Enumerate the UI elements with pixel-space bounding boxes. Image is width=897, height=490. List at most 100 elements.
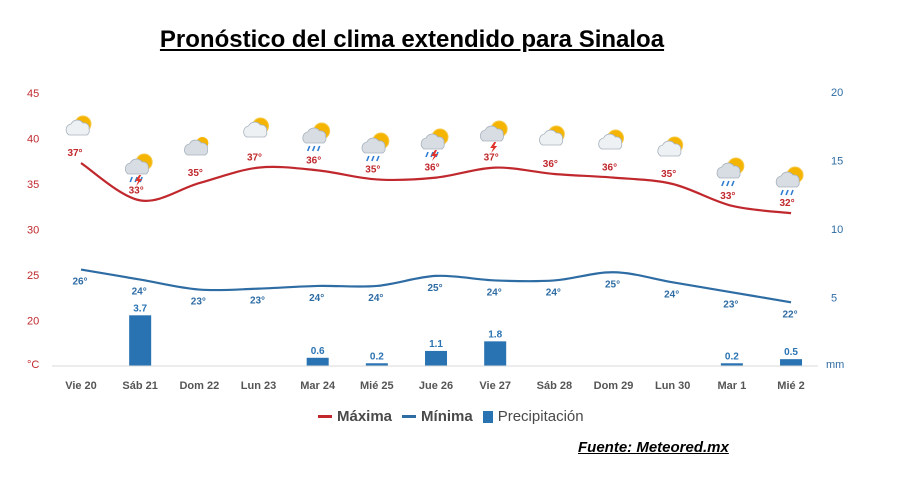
x-tick-label: Dom 22	[179, 380, 219, 392]
partly-cloudy-icon	[598, 129, 625, 150]
legend-precip-swatch	[482, 410, 493, 423]
left-tick-label: 45	[27, 88, 39, 100]
max-temp-line	[80, 162, 792, 215]
legend-item-max: Máxima	[318, 408, 392, 425]
x-tick-label: Jue 26	[419, 380, 453, 392]
x-tick-label: Lun 30	[655, 380, 690, 392]
precip-bar	[780, 359, 803, 366]
data-labels: 3.7 0.6 0.2 1.1 1.8 0.2 0.5 37° 33° 35° 37° 36° 35° 3…	[67, 148, 798, 362]
precip-bar	[425, 350, 448, 366]
max-temp-label: 36°	[306, 155, 321, 166]
max-temp-label: 36°	[543, 159, 558, 170]
legend-max-swatch	[318, 415, 332, 418]
precip-bar	[484, 341, 507, 366]
max-temp-label: 37°	[247, 153, 262, 164]
legend-min-swatch	[402, 415, 417, 418]
rain-icon	[361, 132, 390, 162]
left-tick-label: 35	[27, 179, 39, 191]
max-temp-label: 36°	[424, 163, 439, 174]
precip-bar	[306, 357, 329, 366]
min-temp-label: 23°	[250, 296, 265, 307]
min-temp-label: 22°	[782, 309, 797, 320]
x-tick-label: Sáb 28	[537, 380, 572, 392]
x-tick-label: Sáb 21	[122, 380, 157, 392]
min-temp-label: 24°	[132, 287, 147, 298]
legend-item-min: Mínima	[402, 408, 473, 425]
source-credit: Fuente: Meteored.mx	[578, 439, 729, 456]
precip-label: 0.2	[370, 351, 384, 362]
max-temp-label: 36°	[602, 163, 617, 174]
weather-icons	[65, 115, 804, 196]
storm-icon	[479, 120, 508, 153]
right-tick-label: 10	[831, 224, 843, 236]
precip-label: 3.7	[133, 303, 147, 314]
precip-label: 1.1	[429, 339, 443, 350]
precip-label: 1.8	[488, 329, 502, 340]
legend-max-label: Máxima	[337, 408, 393, 425]
partly-cloudy-icon	[243, 117, 270, 138]
precipitation-bars	[129, 315, 803, 366]
partly-cloudy-icon	[65, 115, 92, 136]
min-temp-label: 25°	[427, 283, 442, 294]
left-tick-label: 20	[27, 316, 39, 328]
max-temp-label: 35°	[365, 164, 380, 175]
right-tick-label: 15	[831, 156, 843, 168]
x-tick-label: Mié 2	[777, 380, 805, 392]
min-temp-label: 24°	[546, 287, 561, 298]
page-title: Pronóstico del clima extendido para Sina…	[159, 26, 665, 53]
left-axis: 20 25 30 35 40 45 °C	[27, 88, 39, 371]
min-temp-label: 23°	[723, 299, 738, 310]
x-tick-label: Mar 1	[717, 380, 746, 392]
x-tick-label: Lun 23	[241, 380, 276, 392]
x-tick-label: Mar 24	[300, 380, 336, 392]
cloudy-icon	[184, 137, 209, 156]
min-temp-label: 24°	[368, 293, 383, 304]
max-temp-label: 33°	[129, 185, 144, 196]
max-temp-label: 33°	[720, 191, 735, 202]
storm-rain-icon	[420, 128, 449, 161]
min-temp-label: 24°	[664, 289, 679, 300]
x-tick-label: Mié 25	[360, 380, 394, 392]
partly-cloudy-icon	[657, 136, 684, 157]
precip-label: 0.6	[311, 346, 325, 357]
rain-icon	[775, 166, 804, 196]
left-axis-unit: °C	[27, 359, 39, 371]
max-temp-label: 32°	[779, 198, 794, 209]
right-tick-label: 20	[831, 87, 843, 99]
max-temp-label: 37°	[67, 148, 82, 159]
storm-rain-icon	[124, 153, 153, 186]
legend-item-precip: Precipitación	[482, 408, 584, 425]
left-tick-label: 30	[27, 225, 39, 237]
precip-label: 0.5	[784, 347, 798, 358]
x-tick-label: Vie 27	[479, 380, 511, 392]
x-tick-label: Dom 29	[594, 380, 634, 392]
precip-bar	[129, 315, 152, 366]
max-temp-label: 35°	[188, 168, 203, 179]
partly-cloudy-icon	[539, 125, 565, 146]
precip-bar	[720, 363, 743, 366]
min-temp-label: 24°	[487, 287, 502, 298]
rain-icon	[716, 157, 745, 187]
rain-icon	[302, 122, 331, 152]
right-axis: 5 10 15 20 mm	[826, 87, 844, 371]
precip-label: 0.2	[725, 351, 739, 362]
x-tick-label: Vie 20	[65, 380, 97, 392]
left-tick-label: 40	[27, 134, 39, 146]
min-temp-label: 25°	[605, 279, 620, 290]
temperature-lines	[80, 162, 792, 304]
precip-bar	[365, 363, 388, 366]
right-tick-label: 5	[831, 293, 837, 305]
legend-precip-label: Precipitación	[497, 408, 584, 425]
min-temp-label: 24°	[309, 293, 324, 304]
max-temp-label: 37°	[484, 153, 499, 164]
left-tick-label: 25	[27, 270, 39, 282]
legend-min-label: Mínima	[421, 408, 473, 425]
right-axis-unit: mm	[826, 359, 844, 371]
max-temp-label: 35°	[661, 169, 676, 180]
min-temp-line	[80, 268, 792, 304]
legend: Máxima Mínima Precipitación	[318, 408, 594, 425]
min-temp-label: 23°	[191, 297, 206, 308]
x-axis: Vie 20 Sáb 21 Dom 22 Lun 23 Mar 24 Mié 25 Jue …	[52, 365, 818, 392]
min-temp-label: 26°	[72, 277, 87, 288]
